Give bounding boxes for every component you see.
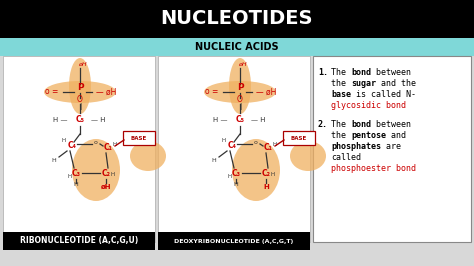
Text: C₁: C₁: [264, 143, 273, 152]
Ellipse shape: [72, 139, 120, 201]
Text: NUCLEOTIDES: NUCLEOTIDES: [161, 10, 313, 28]
Text: øH: øH: [101, 184, 111, 190]
Bar: [158, 232, 310, 250]
Ellipse shape: [290, 141, 326, 171]
Text: H —: H —: [53, 117, 67, 123]
Text: The: The: [331, 68, 351, 77]
Text: between: between: [371, 68, 411, 77]
Text: H: H: [113, 142, 117, 147]
Text: o: o: [94, 139, 98, 144]
Text: H: H: [73, 182, 78, 188]
Text: the: the: [331, 79, 351, 88]
Text: H —: H —: [213, 117, 227, 123]
Text: — øH: — øH: [256, 88, 276, 97]
Text: bond: bond: [351, 120, 371, 129]
Text: P: P: [237, 84, 243, 93]
Text: H: H: [211, 157, 216, 163]
Text: C₄: C₄: [67, 142, 76, 151]
Text: BASE: BASE: [291, 135, 307, 140]
Bar: [313, 56, 471, 242]
Text: — H: — H: [91, 117, 105, 123]
Ellipse shape: [44, 81, 116, 103]
Text: H: H: [228, 174, 232, 180]
Text: — H: — H: [251, 117, 265, 123]
Bar: [3, 56, 155, 242]
Text: o =: o =: [205, 88, 219, 97]
Text: NUCLEIC ACIDS: NUCLEIC ACIDS: [195, 42, 279, 52]
Bar: [3, 232, 155, 250]
Text: is called N-: is called N-: [351, 90, 416, 99]
Text: and the: and the: [376, 79, 416, 88]
Text: base: base: [331, 90, 351, 99]
Text: H: H: [222, 138, 226, 143]
Text: sugar: sugar: [351, 79, 376, 88]
Text: 1.: 1.: [318, 68, 328, 77]
Text: phosphoester bond: phosphoester bond: [331, 164, 416, 173]
Text: C₅: C₅: [75, 115, 84, 124]
Text: 2.: 2.: [318, 120, 328, 129]
Text: H: H: [263, 184, 269, 190]
Text: H: H: [62, 138, 66, 143]
Text: The: The: [331, 120, 351, 129]
Text: I: I: [239, 103, 241, 113]
Text: called: called: [331, 153, 361, 162]
Text: o =: o =: [46, 88, 59, 97]
Ellipse shape: [229, 58, 251, 114]
Text: H: H: [234, 182, 238, 188]
FancyBboxPatch shape: [123, 131, 155, 145]
Ellipse shape: [69, 58, 91, 114]
Text: pentose: pentose: [351, 131, 386, 140]
Text: bond: bond: [351, 68, 371, 77]
Text: C₃: C₃: [231, 168, 240, 177]
Text: H: H: [273, 142, 277, 147]
Text: C₂: C₂: [262, 168, 271, 177]
Text: H: H: [52, 157, 56, 163]
FancyBboxPatch shape: [283, 131, 315, 145]
Text: H: H: [111, 172, 115, 177]
Text: o: o: [254, 139, 258, 144]
Text: between: between: [371, 120, 411, 129]
Text: C₁: C₁: [103, 143, 112, 152]
Bar: [0, 38, 474, 56]
Text: øH: øH: [237, 61, 246, 66]
Text: O: O: [237, 95, 243, 105]
Text: C₅: C₅: [236, 115, 245, 124]
Text: I: I: [79, 103, 81, 113]
Text: øH: øH: [78, 61, 86, 66]
Text: DEOXYRIBONUCLEOTIDE (A,C,G,T): DEOXYRIBONUCLEOTIDE (A,C,G,T): [174, 239, 293, 243]
Text: BASE: BASE: [131, 135, 147, 140]
Ellipse shape: [204, 81, 276, 103]
Bar: [0, 0, 474, 38]
Text: phosphates: phosphates: [331, 142, 381, 151]
Text: the: the: [331, 131, 351, 140]
Text: RIBONUCLEOTIDE (A,C,G,U): RIBONUCLEOTIDE (A,C,G,U): [20, 236, 138, 246]
Text: H: H: [68, 174, 72, 180]
Text: O: O: [77, 95, 83, 105]
Text: are: are: [381, 142, 401, 151]
Text: C₃: C₃: [72, 168, 81, 177]
Text: glycosidic bond: glycosidic bond: [331, 101, 406, 110]
Text: H: H: [271, 172, 275, 177]
Text: P: P: [77, 84, 83, 93]
Ellipse shape: [232, 139, 280, 201]
Text: C₄: C₄: [228, 142, 237, 151]
Text: C₂: C₂: [101, 168, 110, 177]
Bar: [158, 56, 310, 242]
Text: and: and: [386, 131, 406, 140]
Ellipse shape: [130, 141, 166, 171]
Text: — øH: — øH: [96, 88, 116, 97]
